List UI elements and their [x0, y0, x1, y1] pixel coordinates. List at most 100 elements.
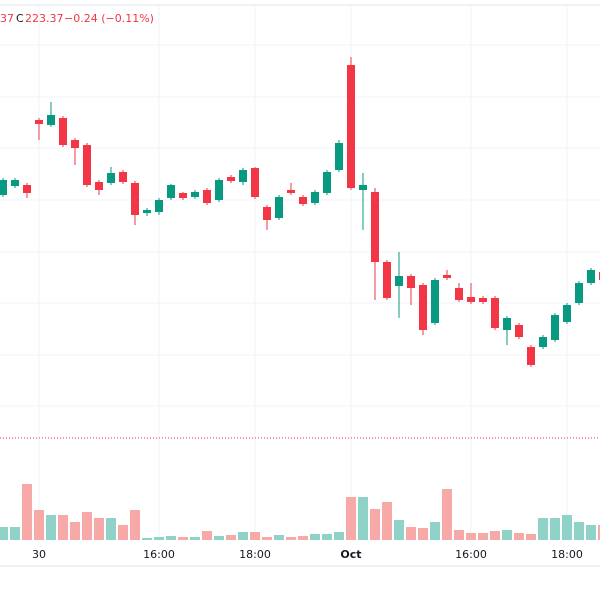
candle-body — [383, 262, 391, 298]
candle-body — [179, 193, 187, 198]
candle-body — [23, 185, 31, 193]
volume-bar — [106, 518, 116, 540]
candle-body — [83, 145, 91, 185]
volume-bar — [298, 536, 308, 540]
candle-body — [191, 192, 199, 197]
volume-bar — [370, 509, 380, 540]
candle-body — [371, 192, 379, 262]
candle-body — [11, 180, 19, 186]
header-change: −0.24 (−0.11%) — [64, 12, 154, 25]
candle-body — [515, 325, 523, 337]
volume-bar — [166, 536, 176, 540]
volume-bar — [454, 530, 464, 540]
volume-bar — [238, 532, 248, 540]
volume-bar — [118, 525, 128, 540]
x-tick-label: 30 — [32, 548, 46, 561]
volume-bar — [418, 528, 428, 540]
volume-bar — [154, 537, 164, 540]
candle-body — [431, 280, 439, 323]
candle-body — [71, 140, 79, 148]
x-tick-label: 16:00 — [455, 548, 487, 561]
volume-bar — [502, 530, 512, 540]
volume-bar — [598, 525, 600, 540]
volume-bar — [94, 518, 104, 540]
volume-bar — [466, 533, 476, 540]
volume-bar — [46, 515, 56, 540]
candle-body — [503, 318, 511, 330]
volume-bar — [22, 484, 32, 540]
candle-body — [419, 285, 427, 330]
header-close: 223.37 — [25, 12, 64, 25]
volume-bar — [430, 522, 440, 540]
candle-body — [347, 65, 355, 188]
candle-body — [0, 180, 7, 195]
candle-body — [143, 210, 151, 213]
volume-bar — [262, 537, 272, 540]
volume-bar — [286, 537, 296, 540]
volume-bar — [406, 527, 416, 540]
volume-bar — [274, 535, 284, 540]
volume-bar — [70, 522, 80, 540]
candle-body — [563, 305, 571, 322]
volume-bar — [478, 533, 488, 540]
volume-bar — [586, 525, 596, 540]
candle-body — [251, 168, 259, 197]
volume-bar — [214, 536, 224, 540]
candle-body — [239, 170, 247, 182]
candle-body — [203, 190, 211, 203]
volume-bar — [490, 531, 500, 540]
candle-body — [311, 192, 319, 203]
candle-body — [35, 120, 43, 124]
candle-body — [587, 270, 595, 283]
volume-bar — [10, 527, 20, 540]
candle-body — [167, 185, 175, 198]
candle-body — [263, 207, 271, 220]
volume-bar — [310, 534, 320, 540]
candle-body — [59, 118, 67, 145]
volume-bar — [562, 515, 572, 540]
candle-body — [491, 298, 499, 328]
volume-bar — [130, 510, 140, 540]
volume-bar — [346, 497, 356, 540]
x-tick-label: 18:00 — [551, 548, 583, 561]
volume-bar — [322, 534, 332, 540]
candle-body — [575, 283, 583, 303]
candle-body — [407, 276, 415, 288]
candle-body — [395, 276, 403, 286]
volume-bar — [538, 518, 548, 540]
candle-body — [323, 172, 331, 193]
candle-body — [359, 185, 367, 190]
volume-bar — [334, 532, 344, 540]
volume-bar — [526, 534, 536, 540]
volume-bar — [358, 497, 368, 540]
volume-bar — [0, 527, 8, 540]
volume-bar — [34, 510, 44, 540]
candle-body — [119, 172, 127, 182]
volume-bar — [178, 537, 188, 540]
candle-body — [131, 183, 139, 215]
volume-bar — [226, 535, 236, 540]
x-tick-label: 18:00 — [239, 548, 271, 561]
candle-body — [287, 190, 295, 193]
candle-body — [47, 115, 55, 125]
candle-body — [527, 347, 535, 365]
header-close-label: C — [16, 12, 24, 25]
volume-bar — [574, 522, 584, 540]
volume-bar — [250, 532, 260, 540]
volume-bar — [382, 502, 392, 540]
volume-bar — [514, 533, 524, 540]
volume-bar — [142, 538, 152, 540]
candle-body — [479, 298, 487, 302]
candle-body — [299, 197, 307, 204]
candle-body — [155, 200, 163, 212]
candle-body — [335, 143, 343, 170]
volume-bar — [58, 515, 68, 540]
volume-bar — [202, 531, 212, 540]
candle-body — [539, 337, 547, 347]
x-tick-label: Oct — [340, 548, 361, 561]
candle-body — [275, 197, 283, 218]
volume-bar — [190, 537, 200, 540]
x-tick-label: 16:00 — [143, 548, 175, 561]
